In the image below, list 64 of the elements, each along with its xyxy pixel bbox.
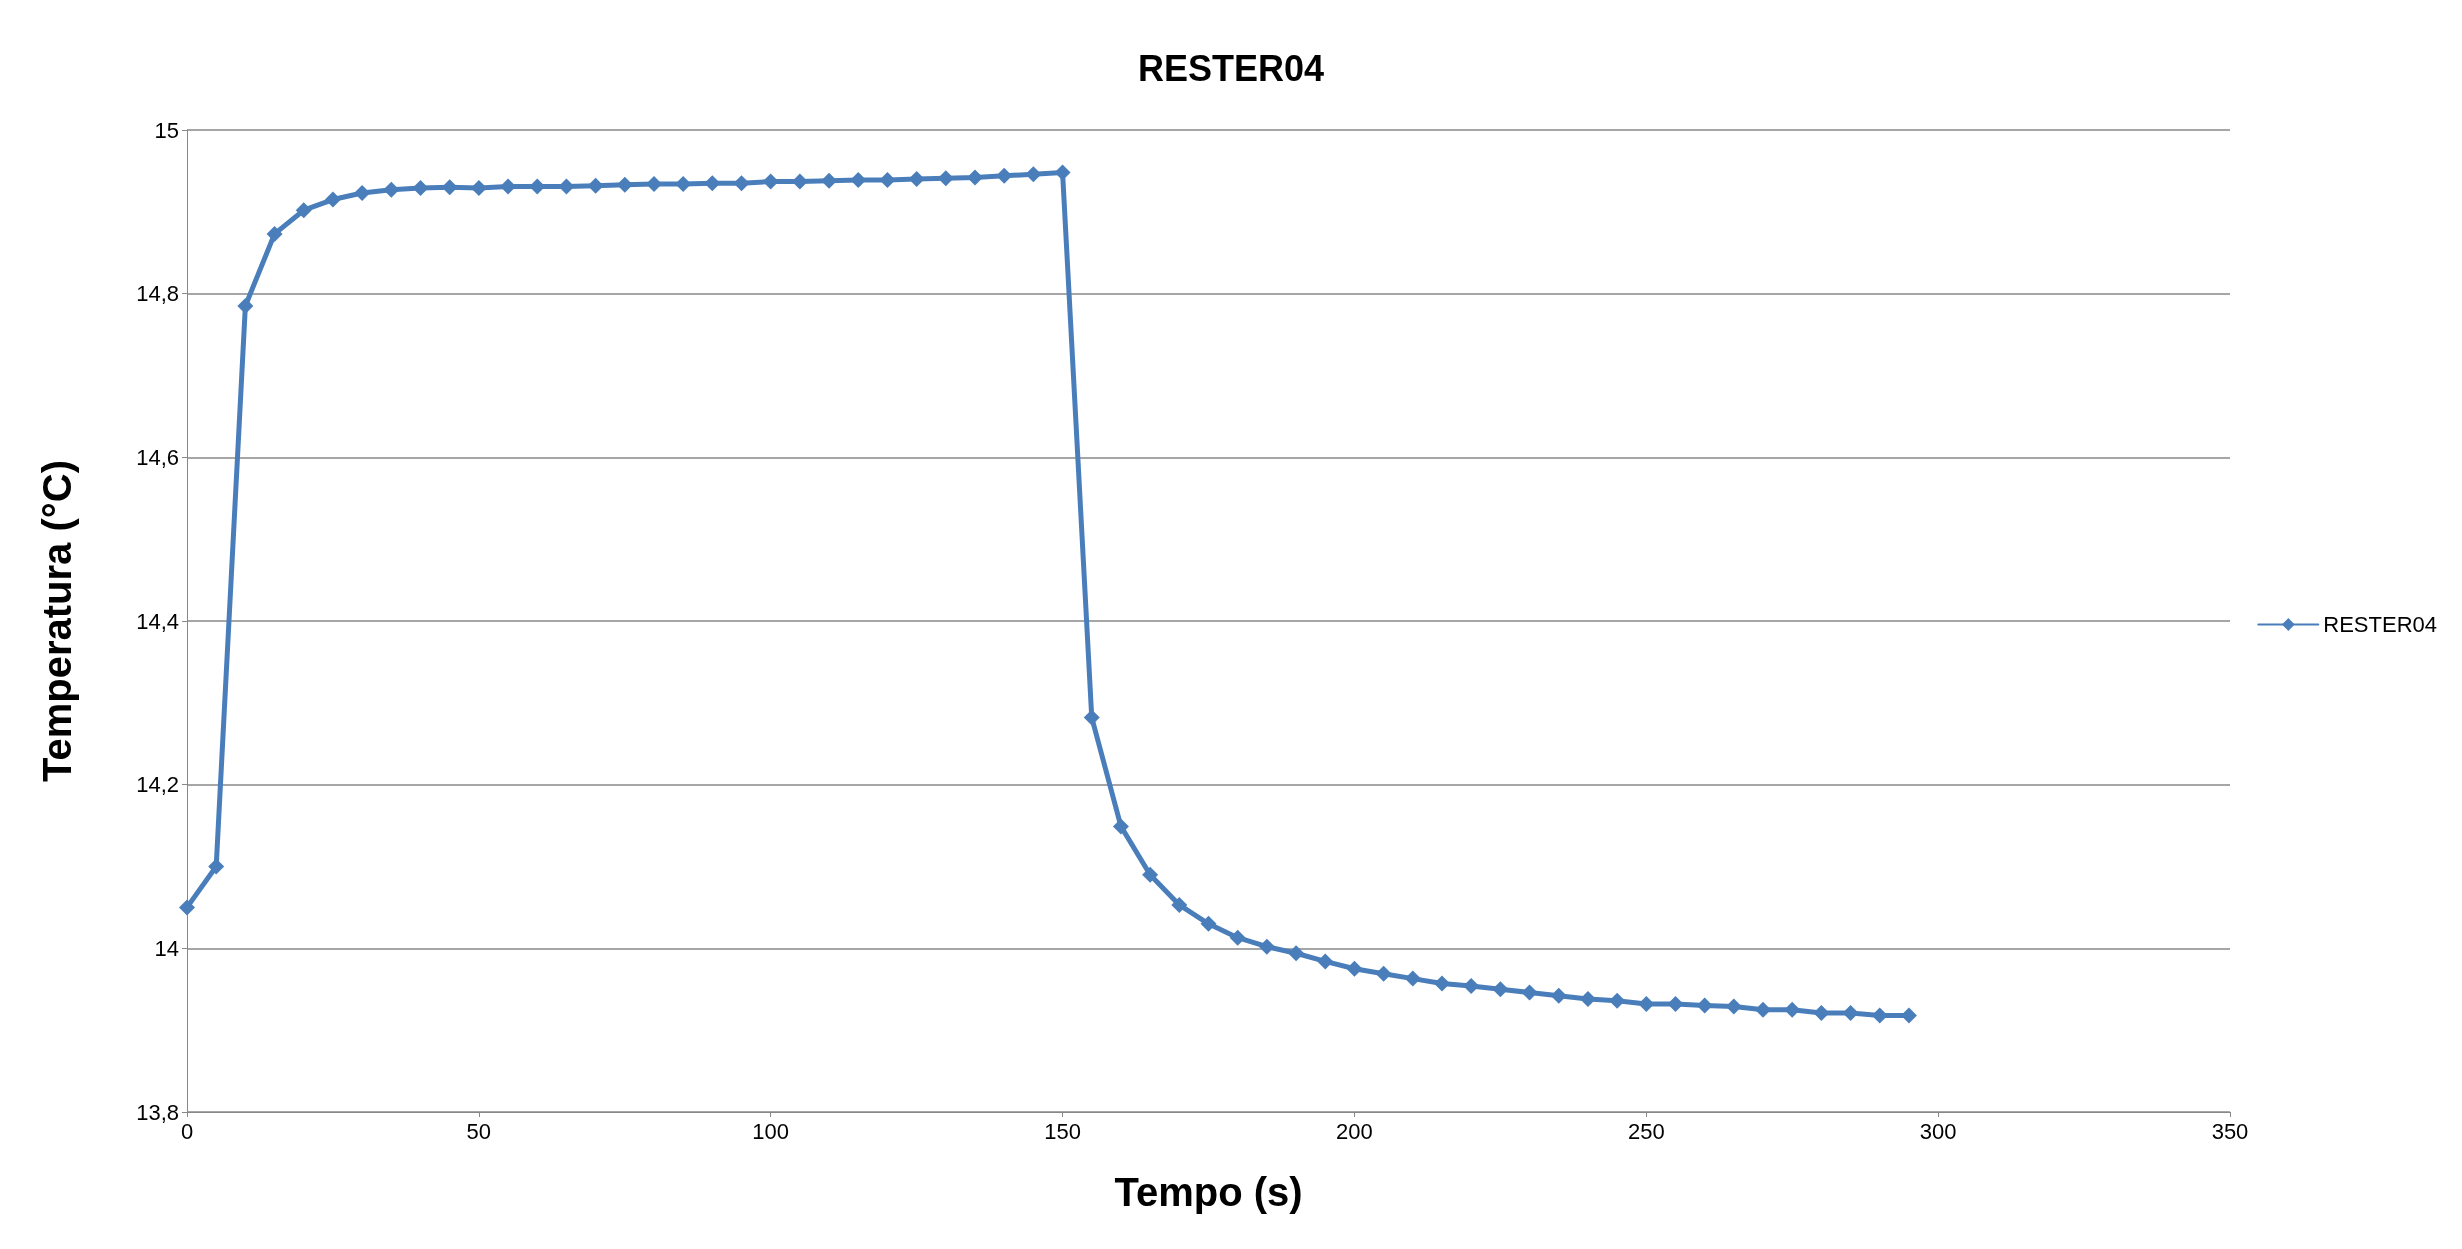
y-tick-label: 15 [154,117,179,143]
legend-label: RESTER04 [2323,612,2438,637]
point [996,167,1013,184]
point [1696,997,1713,1014]
point [1784,1001,1801,1018]
point [383,181,400,198]
point [1579,991,1596,1008]
point [1492,981,1509,998]
y-tick-label: 14,8 [136,281,179,307]
x-tick-label: 300 [1919,1118,1957,1144]
point [1550,987,1567,1004]
point [1463,977,1480,994]
point [1667,995,1684,1012]
point [967,169,984,186]
chart-title: RESTER04 [1137,47,1325,89]
point [295,202,312,219]
point [908,171,925,188]
point [616,176,633,193]
point [1288,945,1305,962]
x-tick-label: 250 [1627,1118,1665,1144]
point [179,899,195,916]
point [1171,896,1188,913]
y-tick-label: 14,4 [136,608,179,634]
y-tick-label: 14,2 [136,772,179,798]
point [733,175,750,192]
y-tick-label: 14 [154,935,179,961]
point [1521,984,1538,1001]
x-tick-label: 0 [180,1118,194,1144]
y-axis-title: Temperatura (°C) [35,460,79,782]
y-tick-label: 13,8 [136,1099,179,1125]
point [1346,960,1363,977]
point [1433,975,1450,992]
point [412,180,429,197]
point [324,191,341,208]
point [1317,953,1334,970]
point [1609,992,1626,1009]
point [1725,998,1742,1015]
x-tick-label: 150 [1044,1118,1081,1144]
point [354,185,371,202]
x-tick-label: 200 [1336,1118,1373,1144]
x-tick-label: 350 [2211,1118,2249,1144]
x-axis-title: Tempo (s) [1114,1170,1303,1214]
point [1813,1004,1830,1021]
y-tick-label: 14,6 [136,444,179,470]
point [1871,1007,1888,1024]
point [1200,915,1217,932]
point [237,297,254,314]
x-tick-label: 50 [466,1118,492,1144]
point [1142,866,1159,883]
point [1025,166,1042,183]
point [1229,929,1246,946]
point [879,171,896,188]
point [1083,709,1100,726]
point [208,858,225,875]
point [1258,938,1275,955]
point [266,225,283,242]
point [1112,818,1129,835]
point [1054,164,1071,181]
x-tick-label: 100 [752,1118,790,1144]
point [587,177,604,194]
point [1404,970,1421,987]
point [1375,965,1392,982]
point [704,175,721,192]
point [1842,1004,1859,1021]
